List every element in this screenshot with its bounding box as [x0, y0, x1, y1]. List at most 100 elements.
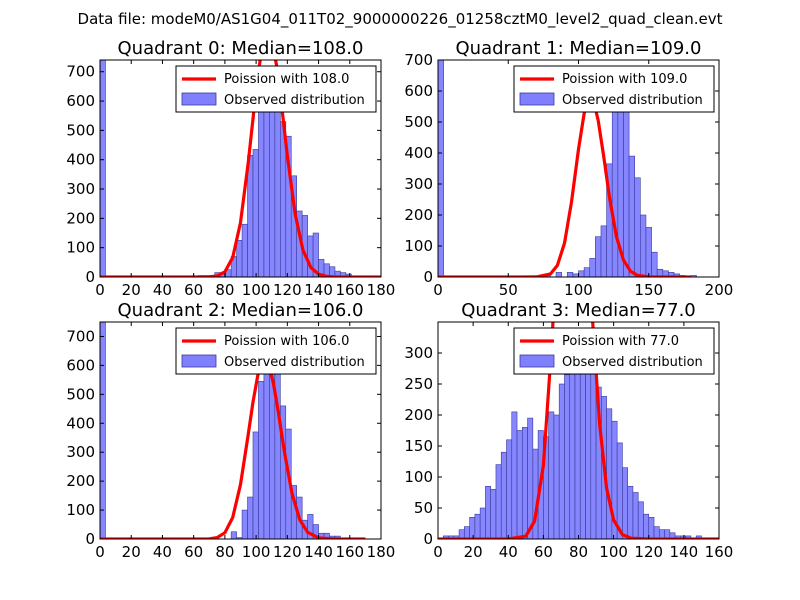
histogram-bar: [100, 322, 106, 539]
legend-label-observed: Observed distribution: [224, 93, 365, 108]
y-tick-label: 100: [404, 468, 433, 486]
y-tick-label: 600: [66, 356, 95, 374]
panel-title: Quadrant 2: Median=106.0: [118, 300, 364, 321]
x-tick-label: 0: [95, 543, 105, 561]
histogram-bar: [628, 155, 636, 277]
x-tick-label: 20: [122, 543, 141, 561]
y-tick-label: 400: [404, 144, 433, 162]
x-tick-label: 40: [153, 543, 172, 561]
x-tick-label: 160: [335, 543, 364, 561]
x-tick-label: 140: [670, 543, 699, 561]
y-tick-label: 700: [404, 51, 433, 69]
y-tick-label: 300: [404, 175, 433, 193]
x-tick-label: 20: [464, 543, 483, 561]
x-tick-label: 140: [304, 281, 333, 299]
panel-title: Quadrant 0: Median=108.0: [118, 38, 364, 59]
histogram-bar: [590, 368, 597, 539]
y-tick-label: 300: [404, 344, 433, 362]
panel-title: Quadrant 3: Median=77.0: [461, 300, 696, 321]
histogram-bar: [516, 430, 523, 539]
histogram-bar: [490, 489, 497, 539]
histogram-bar: [595, 236, 602, 277]
y-tick-label: 250: [404, 375, 433, 393]
histogram-bar: [100, 60, 106, 277]
legend: Poission with 109.0 Observed distribution: [513, 65, 715, 113]
figure-suptitle: Data file: modeM0/AS1G04_011T02_90000002…: [78, 10, 723, 29]
x-tick-label: 60: [184, 281, 203, 299]
histogram-bar: [230, 531, 237, 539]
histogram-bar: [583, 267, 591, 277]
legend-label-observed: Observed distribution: [224, 355, 365, 370]
x-tick-label: 0: [433, 543, 443, 561]
histogram-bar: [263, 356, 270, 539]
histogram-bar: [623, 109, 630, 277]
histogram-bar: [648, 516, 655, 539]
y-tick-label: 200: [66, 209, 95, 227]
panel-title: Quadrant 1: Median=109.0: [456, 38, 702, 59]
histogram-bar: [606, 408, 613, 539]
x-tick-label: 80: [215, 281, 234, 299]
x-tick-label: 120: [634, 543, 663, 561]
histogram-bar: [622, 467, 628, 539]
legend-bar-swatch: [181, 92, 217, 106]
x-tick-label: 20: [122, 281, 141, 299]
histogram-bar: [632, 492, 639, 539]
x-tick-label: 0: [433, 281, 443, 299]
histogram-bar: [521, 427, 528, 539]
x-tick-label: 180: [367, 281, 396, 299]
y-tick-label: 500: [66, 385, 95, 403]
histogram-bar: [312, 232, 319, 277]
x-tick-label: 120: [273, 543, 302, 561]
x-tick-label: 160: [335, 281, 364, 299]
quadrant-panel-0: Quadrant 0: Median=108.00 20 40 60 80 100 120 1…: [66, 38, 396, 299]
y-tick-label: 0: [423, 268, 433, 286]
histogram-bar: [252, 149, 259, 277]
x-tick-label: 140: [304, 543, 333, 561]
quadrant-panel-1: Quadrant 1: Median=109.0 0 50 100 150 200 0 100…: [404, 38, 733, 299]
y-tick-label: 700: [66, 63, 95, 81]
histogram-bar: [485, 485, 491, 539]
histogram-bar: [500, 451, 507, 539]
histogram-bar: [553, 414, 560, 539]
legend-label-poisson: Poission with 108.0: [224, 72, 349, 87]
x-tick-label: 40: [153, 281, 172, 299]
y-tick-label: 400: [66, 151, 95, 169]
y-tick-label: 200: [66, 472, 95, 490]
histogram-bar: [241, 509, 248, 539]
histogram-bar: [258, 94, 265, 277]
y-tick-label: 400: [66, 414, 95, 432]
x-tick-label: 50: [499, 281, 518, 299]
histogram-bar: [637, 501, 644, 539]
histogram-bar: [564, 374, 571, 539]
y-tick-label: 200: [404, 206, 433, 224]
histogram-bar: [527, 417, 534, 539]
y-tick-label: 300: [66, 180, 95, 198]
x-tick-label: 0: [95, 281, 105, 299]
histogram-bar: [640, 214, 647, 277]
histogram-bar: [438, 60, 444, 277]
histogram-bar: [307, 235, 314, 277]
x-tick-label: 200: [705, 281, 734, 299]
histogram-bar: [653, 526, 660, 539]
x-tick-label: 80: [569, 543, 588, 561]
axes-frame: [99, 321, 382, 540]
legend-bar-swatch: [519, 354, 555, 368]
histogram-bar: [241, 223, 248, 277]
histogram-bar: [258, 381, 265, 539]
x-tick-label: 100: [242, 543, 271, 561]
x-tick-label: 100: [599, 543, 628, 561]
x-tick-label: 100: [564, 281, 593, 299]
y-tick-label: 100: [404, 237, 433, 255]
histogram-bar: [474, 513, 481, 539]
histogram-bar: [645, 227, 652, 277]
legend-label-observed: Observed distribution: [562, 93, 703, 108]
y-tick-label: 700: [66, 327, 95, 345]
y-tick-label: 0: [423, 530, 433, 548]
y-tick-label: 150: [404, 437, 433, 455]
y-tick-label: 500: [404, 113, 433, 131]
histogram-bar: [236, 240, 243, 277]
y-tick-label: 500: [66, 121, 95, 139]
y-tick-label: 300: [66, 443, 95, 461]
histogram-bar: [274, 353, 281, 539]
histogram-bar: [252, 431, 259, 539]
